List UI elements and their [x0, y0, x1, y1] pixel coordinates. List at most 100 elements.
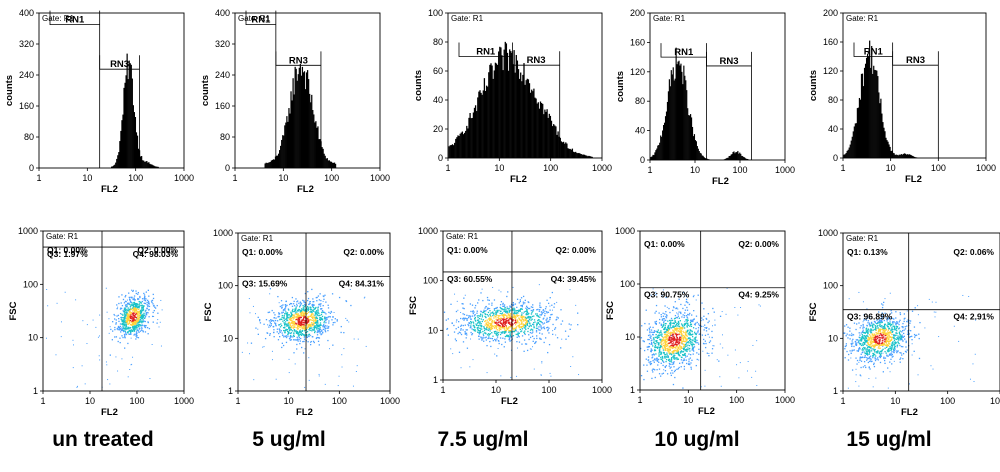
scatter-point: [147, 302, 150, 305]
scatter-point: [132, 303, 134, 305]
scatter-point: [871, 338, 873, 340]
scatter-point: [297, 300, 299, 302]
histogram-bar: [579, 153, 581, 158]
scatter-point: [516, 298, 519, 300]
scatter-point: [301, 312, 303, 315]
scatter-point: [658, 336, 660, 339]
scatter-point: [679, 320, 682, 322]
scatter-point: [296, 324, 299, 326]
scatter-point: [470, 338, 472, 340]
scatter-point: [873, 333, 876, 336]
scatter-point: [485, 323, 488, 325]
scatter-point: [698, 359, 700, 361]
scatter-point: [295, 322, 297, 324]
scatter-point: [507, 336, 509, 338]
scatter-point: [130, 330, 132, 333]
scatter-point: [480, 326, 483, 328]
scatter-point: [291, 313, 293, 316]
scatter-point: [679, 338, 682, 341]
scatter-point: [678, 366, 680, 369]
scatter-point: [495, 307, 498, 309]
x-tick-label: 10: [491, 385, 501, 395]
scatter-point: [664, 340, 666, 343]
scatter-point: [690, 368, 692, 370]
scatter-point: [303, 316, 305, 319]
scatter-point: [670, 341, 673, 343]
scatter-point: [865, 349, 867, 351]
scatter-point: [665, 344, 668, 346]
scatter-point: [664, 347, 666, 349]
histogram-bar: [113, 165, 115, 168]
scatter-point: [471, 328, 473, 330]
scatter-point: [306, 322, 308, 324]
scatter-point: [286, 315, 288, 317]
scatter-point: [299, 326, 301, 328]
x-tick-label: 1: [235, 396, 240, 406]
scatter-point: [526, 310, 528, 312]
scatter-point: [474, 317, 477, 319]
scatter-point: [142, 314, 145, 317]
scatter-point: [665, 343, 667, 346]
scatter-point: [890, 324, 892, 326]
scatter-point: [138, 331, 140, 334]
scatter-point: [555, 319, 557, 321]
scatter-point: [653, 339, 655, 341]
scatter-point: [319, 327, 321, 329]
scatter-point: [691, 341, 693, 343]
scatter-point: [909, 322, 911, 324]
scatter-point: [136, 304, 138, 306]
histogram-bar: [696, 146, 698, 160]
scatter-point: [651, 349, 653, 351]
scatter-point: [683, 335, 686, 337]
x-tick-label: 10: [82, 173, 92, 183]
scatter-point: [646, 370, 649, 372]
scatter-point: [311, 310, 314, 312]
histogram-bar: [668, 79, 670, 160]
scatter-point: [503, 304, 506, 306]
scatter-point: [299, 311, 302, 313]
scatter-point: [128, 311, 131, 313]
scatter-point: [679, 336, 681, 339]
scatter-point: [303, 315, 305, 317]
scatter-point: [516, 315, 519, 317]
scatter-point: [92, 319, 94, 321]
scatter-point: [703, 338, 705, 341]
scatter-point: [521, 318, 523, 320]
scatter-point: [695, 364, 697, 367]
scatter-point: [272, 326, 274, 328]
scatter-point: [864, 339, 867, 341]
scatter-point: [672, 383, 675, 386]
scatter-point: [653, 330, 656, 332]
scatter-point: [870, 321, 873, 324]
scatter-point: [295, 306, 297, 308]
scatter-point: [682, 343, 685, 345]
histogram-bar: [557, 131, 559, 158]
scatter-point: [890, 336, 893, 339]
scatter-point: [304, 321, 307, 323]
scatter-point: [312, 307, 315, 309]
scatter-point: [308, 334, 311, 336]
scatter-point: [693, 340, 696, 342]
scatter-point: [477, 326, 479, 329]
scatter-point: [130, 304, 133, 306]
scatter-point: [473, 326, 476, 329]
scatter-point: [651, 377, 653, 380]
scatter-point: [315, 296, 317, 299]
histogram-bar: [650, 157, 652, 160]
scatter-point: [134, 316, 136, 318]
scatter-point: [304, 310, 306, 312]
histogram-bar: [539, 101, 542, 158]
scatter-point: [476, 331, 479, 333]
scatter-point: [120, 307, 123, 310]
quadrant-q1: Q1: 0.00%: [47, 245, 88, 255]
scatter-point: [310, 327, 312, 329]
histogram-bar: [310, 102, 312, 168]
scatter-point: [332, 324, 334, 326]
scatter-point: [313, 323, 315, 325]
scatter-point: [849, 338, 851, 340]
scatter-point: [682, 326, 684, 328]
histogram-bar: [882, 122, 884, 158]
scatter-point: [685, 333, 687, 336]
scatter-point: [486, 296, 489, 299]
